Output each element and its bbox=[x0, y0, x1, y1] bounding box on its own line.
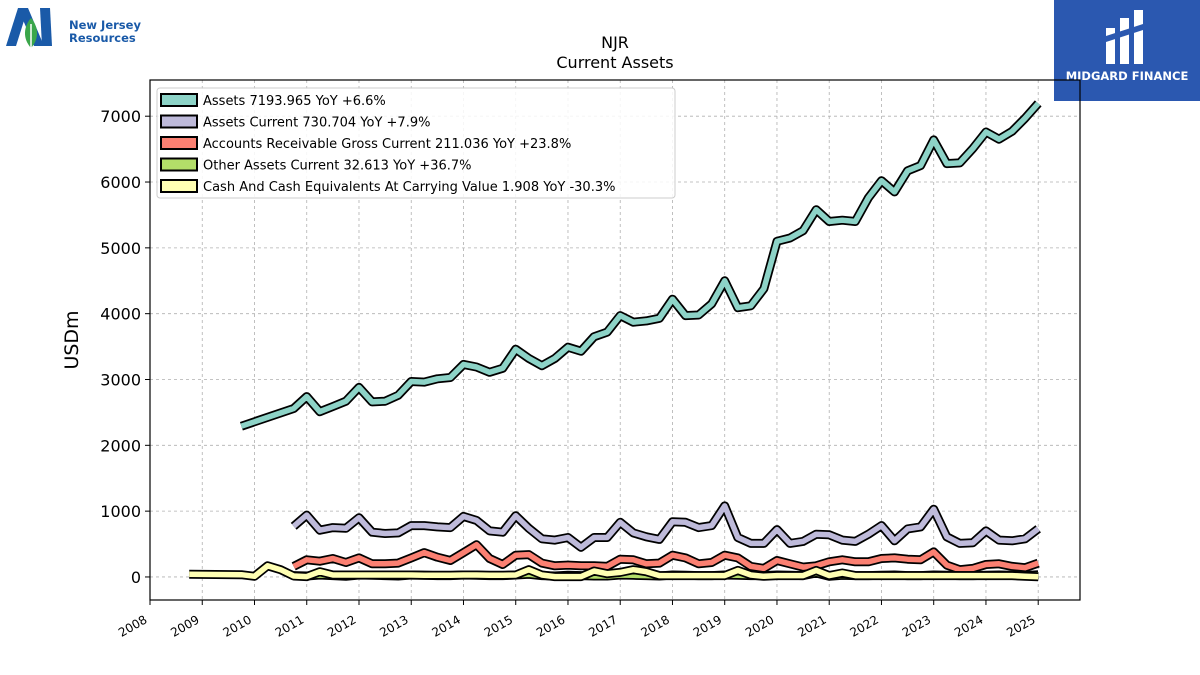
legend-swatch bbox=[160, 157, 198, 172]
y-tick-label: 5000 bbox=[100, 239, 141, 258]
njr-logo-mark-icon bbox=[6, 8, 52, 48]
x-tick-label: 2021 bbox=[795, 612, 828, 639]
x-tick-label: 2012 bbox=[325, 612, 358, 639]
logo-left-line2: Resources bbox=[69, 31, 136, 45]
chart-subtitle: Current Assets bbox=[556, 53, 673, 72]
x-tick-label: 2010 bbox=[221, 612, 254, 639]
legend-entry: Assets Current 730.704 YoY +7.9% bbox=[203, 116, 430, 131]
x-tick-label: 2014 bbox=[430, 612, 463, 639]
x-tick-label: 2009 bbox=[168, 612, 201, 639]
x-tick-label: 2025 bbox=[1004, 612, 1037, 639]
y-axis-label: USDm bbox=[61, 310, 83, 369]
midgard-monogram-icon bbox=[1106, 10, 1143, 64]
logo-left-line1: New Jersey bbox=[69, 18, 141, 32]
logo-left-text: New Jersey Resources bbox=[69, 19, 141, 45]
legend-swatch bbox=[160, 179, 198, 193]
series-line bbox=[292, 541, 1040, 573]
legend-entry: Cash And Cash Equivalents At Carrying Va… bbox=[203, 180, 615, 195]
x-tick-label: 2018 bbox=[639, 612, 672, 639]
x-tick-label: 2022 bbox=[848, 612, 881, 639]
series-line bbox=[240, 101, 1041, 429]
logo-right-text: MIDGARD FINANCE bbox=[1065, 69, 1189, 83]
x-tick-label: 2008 bbox=[116, 612, 149, 639]
y-tick-label: 1000 bbox=[100, 502, 141, 521]
y-tick-label: 7000 bbox=[100, 107, 141, 126]
x-tick-label: 2017 bbox=[586, 612, 619, 639]
x-tick-label: 2015 bbox=[482, 612, 515, 639]
chart-title: NJR bbox=[601, 33, 629, 52]
legend-box bbox=[156, 87, 676, 199]
series-line bbox=[291, 503, 1040, 551]
new-jersey-resources-logo: New Jersey Resources bbox=[4, 4, 154, 50]
legend-swatch bbox=[160, 136, 198, 150]
legend-swatch bbox=[160, 93, 198, 107]
y-tick-label: 0 bbox=[131, 568, 141, 587]
y-tick-label: 4000 bbox=[100, 305, 141, 324]
series-lines bbox=[189, 100, 1042, 582]
x-tick-label: 2024 bbox=[952, 612, 985, 639]
legend-entry: Other Assets Current 32.613 YoY +36.7% bbox=[203, 159, 472, 174]
x-tick-label: 2016 bbox=[534, 612, 567, 639]
legend: Assets 7193.965 YoY +6.6% Assets Current … bbox=[156, 87, 676, 199]
y-tick-label: 6000 bbox=[100, 173, 141, 192]
x-tick-label: 2019 bbox=[691, 612, 724, 639]
y-tick-label: 3000 bbox=[100, 370, 141, 389]
plot-frame bbox=[149, 79, 1081, 601]
x-tick-label: 2023 bbox=[900, 612, 933, 639]
legend-entry: Assets 7193.965 YoY +6.6% bbox=[203, 94, 386, 109]
series-line bbox=[189, 563, 1039, 580]
y-tick-label: 2000 bbox=[100, 436, 141, 455]
legend-swatch bbox=[160, 114, 198, 129]
x-tick-label: 2020 bbox=[743, 612, 776, 639]
midgard-finance-logo: MIDGARD FINANCE bbox=[1054, 0, 1200, 101]
x-tick-label: 2013 bbox=[377, 612, 410, 639]
legend-entry: Accounts Receivable Gross Current 211.03… bbox=[203, 137, 571, 152]
x-tick-label: 2011 bbox=[273, 612, 306, 639]
